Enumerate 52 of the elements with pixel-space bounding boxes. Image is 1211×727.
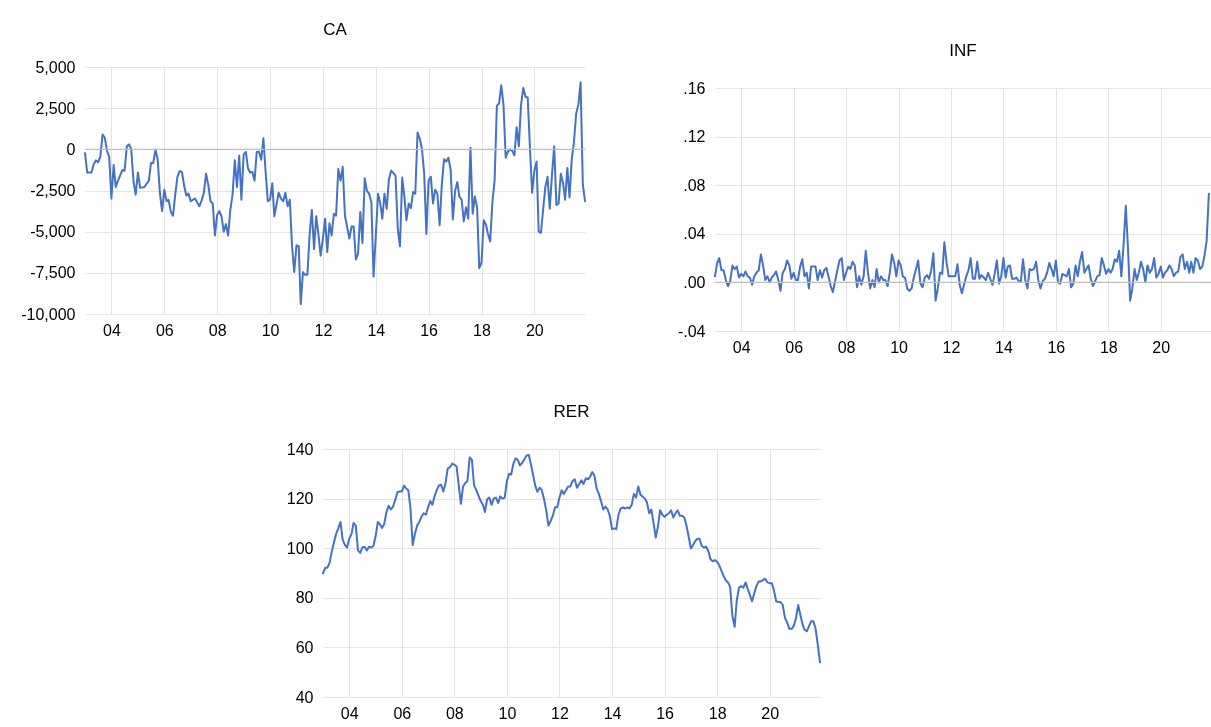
- x-tick-label: 08: [837, 338, 856, 356]
- x-tick-label: 16: [1047, 338, 1066, 356]
- y-tick-label: 80: [295, 589, 314, 607]
- x-tick-label: 08: [208, 321, 227, 339]
- chart-title: CA: [323, 20, 348, 39]
- chart-title: RER: [553, 402, 590, 421]
- x-tick-label: 12: [314, 321, 333, 339]
- y-tick-label: 0: [66, 140, 76, 158]
- x-tick-label: 06: [155, 321, 174, 339]
- y-tick-label: 60: [295, 638, 314, 656]
- y-tick-label: -.04: [677, 322, 706, 340]
- x-tick-label: 08: [445, 704, 464, 722]
- x-tick-label: 04: [732, 338, 751, 356]
- x-tick-label: 16: [656, 704, 675, 722]
- y-tick-label: -5,000: [30, 223, 76, 241]
- x-tick-label: 12: [942, 338, 961, 356]
- y-tick-label: .00: [683, 273, 706, 291]
- y-tick-label: .12: [683, 128, 706, 146]
- x-tick-label: 18: [708, 704, 727, 722]
- x-tick-label: 16: [420, 321, 439, 339]
- y-tick-label: 120: [286, 490, 314, 508]
- line-series: [84, 81, 586, 306]
- y-tick-label: -7,500: [30, 264, 76, 282]
- x-tick-label: 10: [498, 704, 517, 722]
- y-tick-label: 2,500: [35, 99, 76, 117]
- x-tick-label: 14: [603, 704, 622, 722]
- x-tick-label: 06: [393, 704, 412, 722]
- x-tick-label: 18: [473, 321, 492, 339]
- y-tick-label: 100: [286, 539, 314, 557]
- y-tick-label: .16: [683, 79, 706, 97]
- chart-title: INF: [949, 41, 977, 60]
- y-tick-label: 5,000: [35, 58, 76, 76]
- y-tick-label: .08: [683, 176, 706, 194]
- x-tick-label: 10: [261, 321, 280, 339]
- x-tick-label: 14: [995, 338, 1013, 356]
- x-tick-label: 20: [525, 321, 544, 339]
- line-series: [322, 453, 821, 664]
- y-tick-label: -10,000: [21, 305, 76, 323]
- x-tick-label: 12: [551, 704, 569, 722]
- y-tick-label: 140: [286, 440, 314, 458]
- x-tick-label: 14: [367, 321, 386, 339]
- x-tick-label: 20: [761, 704, 780, 722]
- x-tick-label: 04: [103, 321, 121, 339]
- line-series: [714, 192, 1210, 302]
- y-tick-label: -2,500: [30, 182, 76, 199]
- y-tick-label: 40: [295, 688, 314, 706]
- x-tick-label: 06: [785, 338, 804, 356]
- x-tick-label: 18: [1099, 338, 1118, 356]
- x-tick-label: 20: [1152, 338, 1171, 356]
- y-tick-label: .04: [683, 225, 706, 243]
- x-tick-label: 10: [890, 338, 909, 356]
- x-tick-label: 04: [340, 704, 359, 722]
